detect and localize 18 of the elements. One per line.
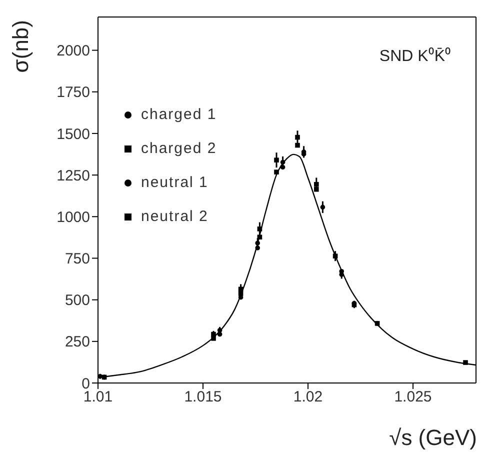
y-tick-label: 500 [64,292,90,310]
legend-label: charged 2 [141,139,217,159]
y-tick-label: 750 [64,250,90,268]
y-tick-label: 1000 [56,208,90,226]
y-tick-label: 1500 [56,126,90,143]
legend-label: charged 1 [141,105,217,125]
x-tick-label: 1.02 [293,388,323,406]
y-tick-label: 2000 [56,42,90,60]
x-tick-label: 1.015 [184,388,222,406]
x-tick-label: 1.025 [394,388,432,406]
y-tick-label: 250 [64,334,90,351]
y-tick-label: 1250 [56,167,90,184]
legend-label: neutral 1 [141,173,208,193]
y-tick-label: 1750 [56,84,90,102]
y-axis-title: σ(nb) [8,20,34,73]
x-axis-title: √s (GeV) [389,425,477,451]
text: SND K⁰K̄⁰ [379,46,451,66]
legend-label: neutral 2 [141,207,208,227]
